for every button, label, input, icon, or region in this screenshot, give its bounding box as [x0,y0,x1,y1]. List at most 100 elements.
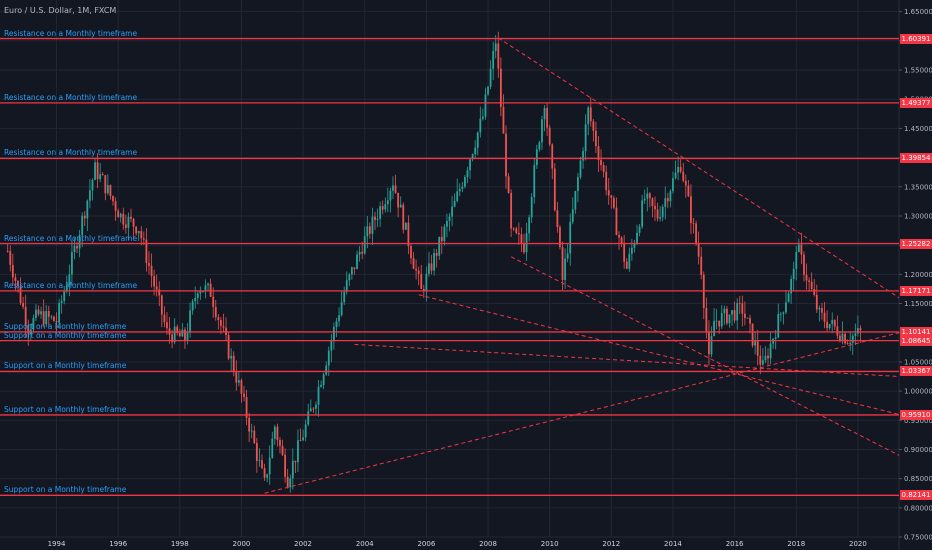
price-tick-label: 1.55000 [904,67,932,75]
candle-body [731,310,733,315]
symbol-title: Euro / U.S. Dollar, 1M, FXCM [4,6,117,15]
candle-body [371,216,374,234]
candle-body [258,460,261,461]
candle-body [705,308,708,332]
candle-body [55,321,58,323]
candle-body [27,325,30,334]
candle-body [664,198,667,207]
candle-body [78,234,81,249]
candle-body [695,223,697,243]
candle-body [230,355,233,359]
candle-body [291,460,294,479]
candle-body [209,283,212,297]
candle-body [692,222,695,224]
level-annotation: Support on a Monthly timeframe [4,330,127,340]
candle-body [523,243,525,253]
candle-body [481,116,484,119]
candle-body [322,374,325,386]
candle-body [651,198,654,206]
candle-body [117,210,120,218]
candle-body [643,198,646,201]
candle-body [810,281,813,290]
time-tick-label: 1996 [109,540,127,548]
candle-body [492,50,495,69]
candle-body [410,246,412,259]
candle-body [679,167,682,172]
candle-body [569,221,572,254]
candle-body [325,365,328,375]
candle-body [6,250,9,252]
candle-body [379,206,382,219]
candle-body [846,343,849,345]
candle-body [813,289,816,295]
candle-body [250,430,253,432]
candle-body [520,234,523,244]
candle-body [782,312,785,314]
candle-body [104,175,107,194]
candle-body [677,167,680,173]
candle-body [451,206,453,217]
candle-body [402,204,405,230]
candle-body [194,297,197,302]
candle-body [553,168,556,211]
candle-body [648,193,651,199]
candle-body [297,440,299,463]
candle-body [155,286,158,290]
candle-body [697,242,700,257]
candle-body [45,310,48,325]
candle-body [248,417,251,432]
candle-body [587,107,590,125]
candle-body [854,333,857,336]
candle-body [214,306,217,318]
price-tick-label: 1.30000 [904,212,932,220]
candle-body [148,262,150,266]
candle-body [659,217,662,219]
candle-body [184,329,186,341]
candle-body [528,217,531,234]
candle-body [304,424,307,438]
candle-body [166,322,168,329]
candle-body [836,326,839,336]
candle-body [24,306,27,326]
candle-body [633,243,636,248]
candle-body [484,94,487,117]
candle-body [333,327,335,341]
price-tick-label: 1.45000 [904,125,932,133]
candle-body [315,404,317,409]
candle-body [458,188,461,192]
candle-body [261,460,263,469]
candle-body [792,268,795,279]
candle-body [497,43,500,69]
price-tick-label: 0.75000 [904,534,932,542]
candle-body [158,289,161,296]
candle-body [690,196,692,223]
price-tick-label: 0.90000 [904,446,932,454]
candle-body [510,192,513,229]
candle-body [841,333,844,341]
candle-body [805,274,808,281]
level-annotation: Support on a Monthly timeframe [4,404,127,414]
price-tick-label: 1.00000 [904,388,932,396]
candle-body [440,236,443,242]
candle-body [577,177,579,192]
level-price-tag: 1.17171 [900,285,932,296]
candle-body [412,258,415,269]
candle-body [607,190,610,196]
candle-body [42,311,45,325]
candle-body [204,285,207,292]
candle-body [546,107,549,128]
candle-body [392,185,394,191]
candle-body [579,160,582,178]
candle-body [469,159,471,171]
candle-body [823,312,826,322]
candle-body [700,256,703,275]
candle-body [777,313,780,338]
candle-body [723,308,726,314]
level-annotation: Support on a Monthly timeframe [4,485,127,495]
candle-body [433,252,435,271]
candle-body [60,300,63,303]
candle-body [720,313,723,327]
candle-body [235,372,238,383]
